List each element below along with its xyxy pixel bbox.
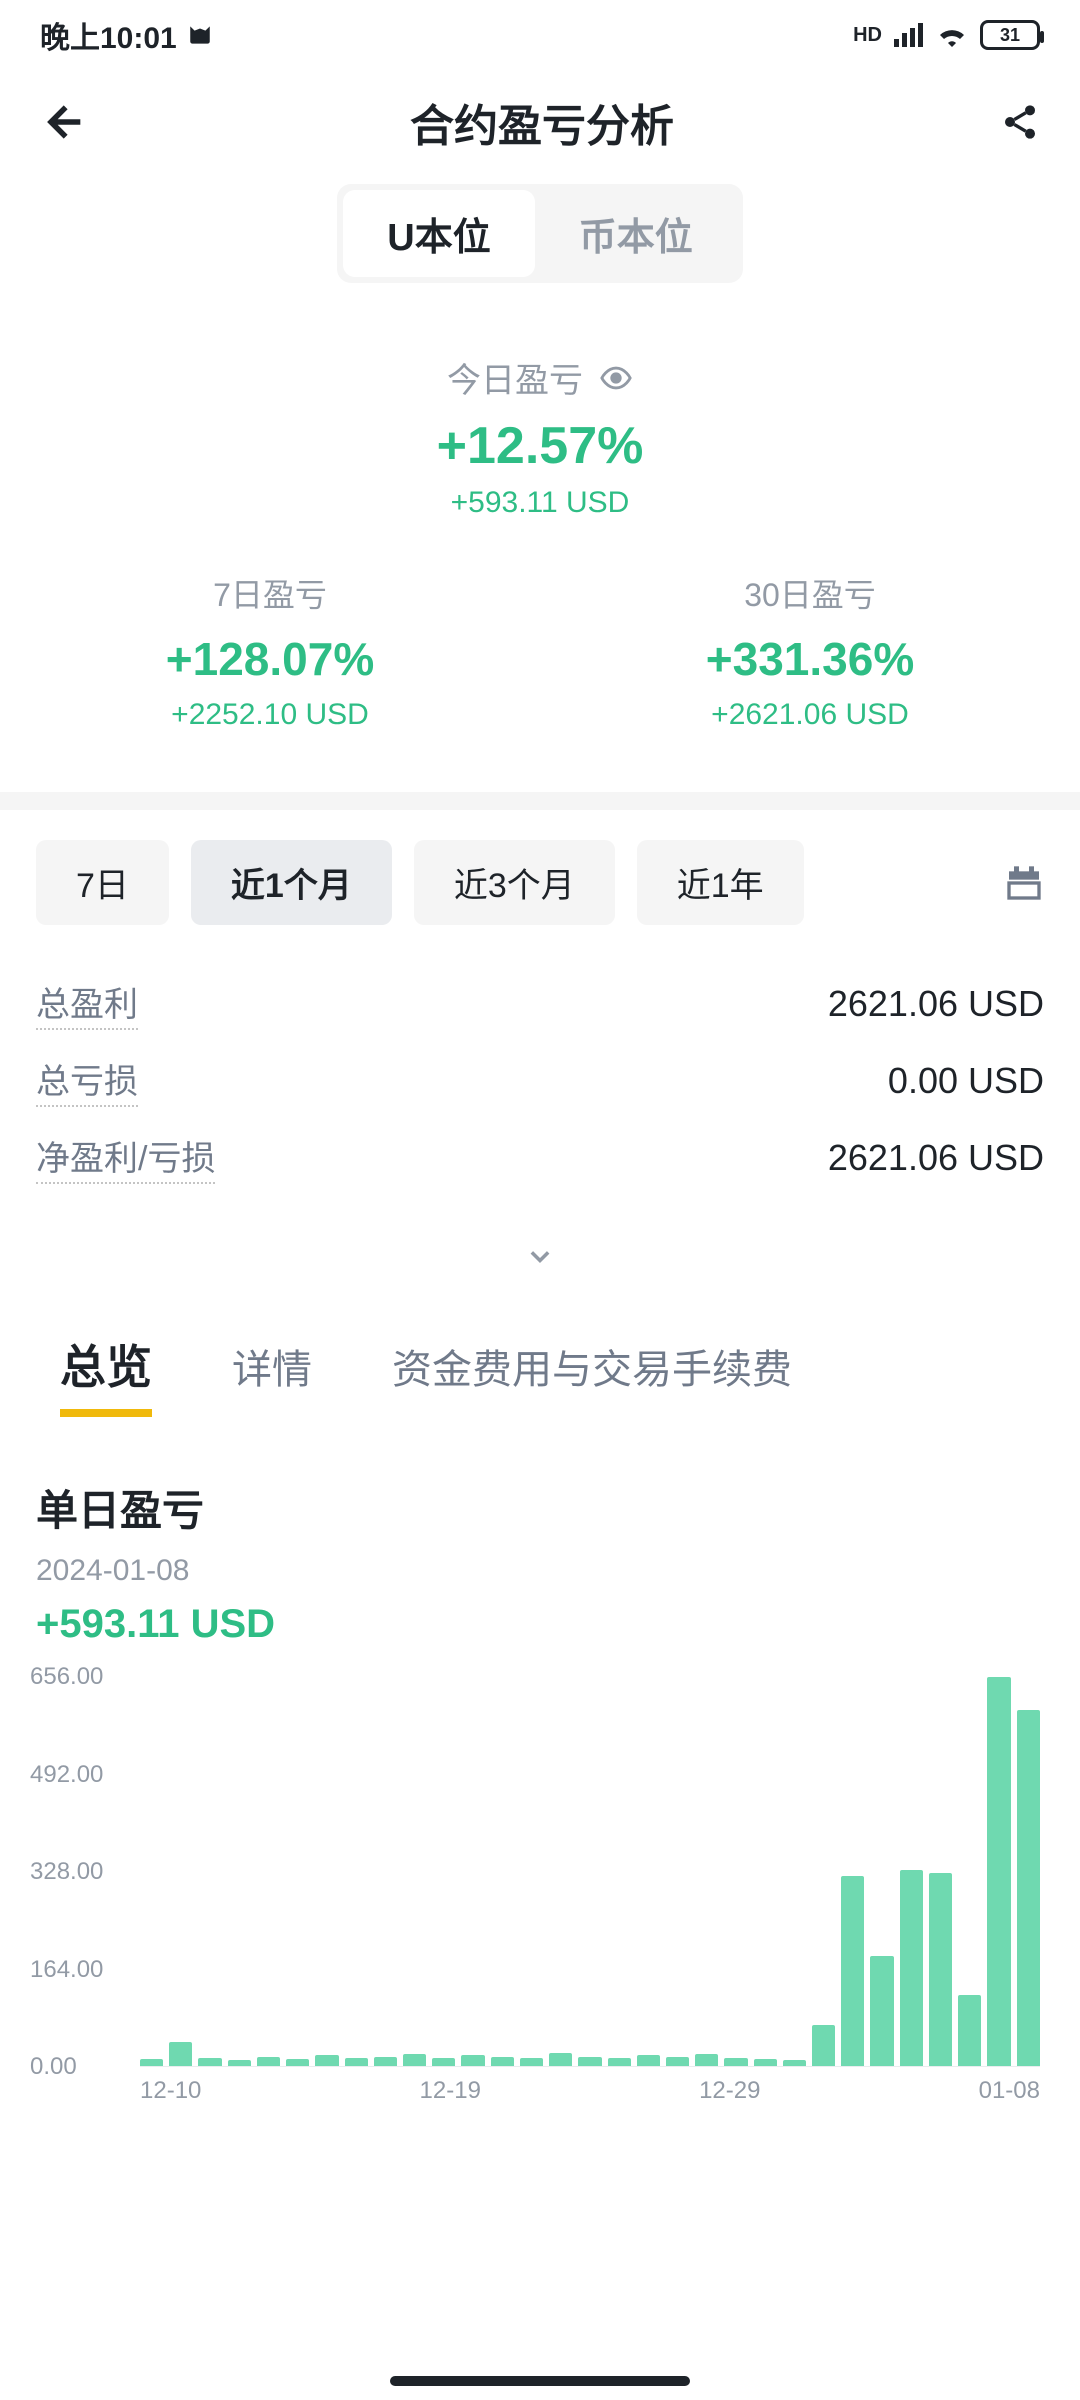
expand-toggle[interactable] <box>0 1216 1080 1311</box>
total-profit-value: 2621.06 USD <box>828 983 1044 1025</box>
daily-chart: 656.00492.00328.00164.000.00 12-1012-191… <box>30 1677 1050 2117</box>
y-tick: 0.00 <box>30 2053 77 2081</box>
x-tick: 12-29 <box>699 2077 760 2117</box>
y-tick: 164.00 <box>30 1956 103 1984</box>
battery-icon: 31 <box>980 20 1040 50</box>
chart-bar <box>520 2058 543 2066</box>
total-loss-label: 总亏损 <box>36 1054 138 1107</box>
chart-bar <box>403 2054 426 2066</box>
chart-bar <box>169 2042 192 2066</box>
chart-bar <box>549 2053 572 2066</box>
seven-usd: +2252.10 USD <box>0 698 540 732</box>
range-3m[interactable]: 近3个月 <box>414 840 615 925</box>
x-tick: 12-10 <box>140 2077 201 2117</box>
calendar-icon[interactable] <box>1004 863 1044 903</box>
segment-coin[interactable]: 币本位 <box>535 190 737 277</box>
net-value: 2621.06 USD <box>828 1137 1044 1179</box>
chart-bar <box>315 2055 338 2066</box>
page-title: 合约盈亏分析 <box>410 90 674 154</box>
thirty-pct: +331.36% <box>540 632 1080 686</box>
chart-bar <box>812 2025 835 2067</box>
status-time: 晚上10:01 <box>40 13 177 57</box>
chart-bar <box>608 2058 631 2066</box>
x-tick: 12-19 <box>420 2077 481 2117</box>
y-tick: 328.00 <box>30 1858 103 1886</box>
chart-bar <box>754 2059 777 2066</box>
daily-title: 单日盈亏 <box>0 1447 1080 1554</box>
chart-bar <box>929 1873 952 2066</box>
status-bar: 晚上10:01 HD 31 <box>0 0 1080 70</box>
chart-bar <box>461 2055 484 2066</box>
chart-bar <box>783 2060 806 2066</box>
today-label: 今日盈亏 <box>447 353 583 402</box>
chart-bar <box>345 2058 368 2066</box>
chart-bar <box>257 2057 280 2066</box>
unit-segment: U本位 币本位 <box>0 184 1080 283</box>
total-profit-label: 总盈利 <box>36 977 138 1030</box>
today-pct: +12.57% <box>0 416 1080 476</box>
thirty-label: 30日盈亏 <box>540 570 1080 616</box>
wifi-icon <box>936 23 968 47</box>
tab-overview[interactable]: 总览 <box>60 1331 152 1417</box>
today-usd: +593.11 USD <box>0 486 1080 520</box>
segment-usdt[interactable]: U本位 <box>343 190 534 277</box>
chart-bar <box>491 2057 514 2066</box>
chart-bar <box>841 1876 864 2066</box>
daily-value: +593.11 USD <box>0 1588 1080 1677</box>
net-label: 净盈利/亏损 <box>36 1131 215 1184</box>
chart-bar <box>724 2058 747 2066</box>
chart-bar <box>578 2057 601 2066</box>
total-loss-value: 0.00 USD <box>888 1060 1044 1102</box>
tab-detail[interactable]: 详情 <box>232 1337 312 1407</box>
chart-bar <box>432 2058 455 2066</box>
chart-bar <box>695 2054 718 2066</box>
chart-bar <box>140 2059 163 2066</box>
chart-bar <box>900 1870 923 2066</box>
chart-bar <box>870 1956 893 2066</box>
chart-bar <box>637 2055 660 2066</box>
daily-date: 2024-01-08 <box>0 1554 1080 1588</box>
chart-bar <box>666 2057 689 2066</box>
chart-bar <box>374 2057 397 2066</box>
x-tick: 01-08 <box>979 2077 1040 2117</box>
range-1y[interactable]: 近1年 <box>637 840 804 925</box>
chart-bar <box>1017 1710 1040 2066</box>
chart-bar <box>286 2059 309 2066</box>
chart-bar <box>198 2058 221 2066</box>
share-icon[interactable] <box>1000 102 1040 142</box>
tab-fees[interactable]: 资金费用与交易手续费 <box>392 1337 792 1407</box>
home-indicator <box>390 2376 690 2386</box>
thirty-usd: +2621.06 USD <box>540 698 1080 732</box>
seven-pct: +128.07% <box>0 632 540 686</box>
seven-label: 7日盈亏 <box>0 570 540 616</box>
range-7d[interactable]: 7日 <box>36 840 169 925</box>
chevron-down-icon <box>520 1243 560 1271</box>
cat-icon <box>187 22 213 48</box>
eye-icon[interactable] <box>599 361 633 395</box>
y-tick: 656.00 <box>30 1663 103 1691</box>
chart-bar <box>987 1677 1010 2066</box>
back-icon[interactable] <box>40 100 84 144</box>
chart-bar <box>958 1995 981 2066</box>
range-1m[interactable]: 近1个月 <box>191 840 392 925</box>
hd-label: HD <box>853 24 882 47</box>
y-tick: 492.00 <box>30 1761 103 1789</box>
signal-icon <box>894 23 924 47</box>
chart-bar <box>228 2060 251 2066</box>
